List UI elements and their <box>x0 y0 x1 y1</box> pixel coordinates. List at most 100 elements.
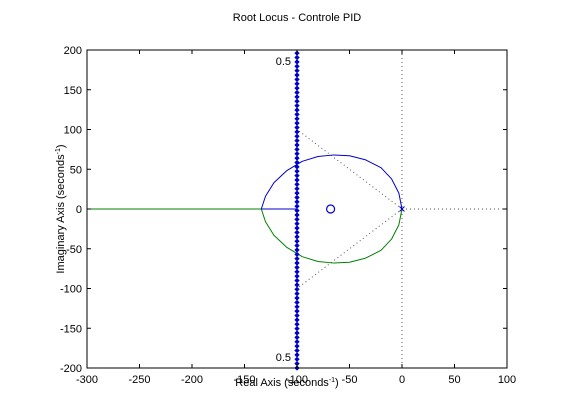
constraint-point <box>294 356 300 363</box>
constraint-point <box>294 229 300 236</box>
constraint-point <box>294 172 300 179</box>
constraint-point <box>294 295 300 301</box>
constraint-point <box>294 194 300 201</box>
constraint-point <box>294 220 300 227</box>
constraint-point <box>294 190 300 196</box>
constraint-point <box>294 277 300 284</box>
constraint-point <box>294 304 300 310</box>
constraint-point <box>294 273 300 279</box>
dotted-guides <box>296 50 507 368</box>
damping-annotation-0: 0.5 <box>276 56 291 68</box>
x-tick-label: -50 <box>342 374 358 386</box>
constraint-point <box>294 76 300 83</box>
constraint-point <box>294 89 300 96</box>
x-tick-label: 0 <box>399 374 405 386</box>
constraint-point <box>294 133 300 140</box>
constraint-point <box>294 238 300 244</box>
constraint-point <box>294 124 300 131</box>
constraint-point <box>294 94 300 100</box>
x-tick-label: -300 <box>76 374 98 386</box>
y-tick-label: -150 <box>60 323 82 335</box>
constraint-point <box>294 242 300 249</box>
constraint-point <box>294 150 300 157</box>
constraint-point <box>294 142 300 148</box>
constraint-point <box>294 334 300 341</box>
constraint-point <box>294 54 300 61</box>
constraint-point <box>294 339 300 345</box>
constraint-point <box>294 207 300 214</box>
constraint-point <box>294 72 300 78</box>
constraint-point <box>294 129 300 135</box>
constraint-point <box>294 225 300 231</box>
constraint-point <box>294 155 300 161</box>
x-tick-label: -150 <box>233 374 255 386</box>
constraint-point <box>294 181 300 188</box>
constraint-point <box>294 63 300 70</box>
constraint-point <box>294 107 300 113</box>
constraint-point <box>294 67 300 74</box>
damping-annotation-1: 0.5 <box>276 352 291 364</box>
y-tick-label: 100 <box>64 125 82 137</box>
y-tick-label: -100 <box>60 284 82 296</box>
constraint-point <box>294 177 300 183</box>
constraint-point <box>294 308 300 314</box>
constraint-point <box>294 286 300 293</box>
locus-branch-lower-1 <box>260 208 403 264</box>
constraint-point <box>294 330 300 336</box>
constraint-point <box>294 199 300 205</box>
y-tick-label: 0 <box>76 204 82 216</box>
x-tick-label: -100 <box>286 374 308 386</box>
constraint-point <box>294 352 300 358</box>
constraint-point <box>294 325 300 332</box>
constraint-point <box>294 85 300 91</box>
constraint-point <box>294 321 300 328</box>
x-tick-label: 100 <box>498 374 516 386</box>
constraint-point <box>294 282 300 288</box>
constraint-point <box>294 299 300 306</box>
constraint-point <box>294 347 300 354</box>
x-axis-label: Real Axis (seconds-1) <box>235 377 338 389</box>
constraint-point <box>294 59 300 65</box>
constraint-point <box>294 290 300 297</box>
constraint-point <box>294 317 300 323</box>
constraint-point <box>294 251 300 258</box>
constraint-point <box>294 164 300 170</box>
chart-title: Root Locus - Controle PID <box>233 12 361 24</box>
constraint-point <box>294 116 300 122</box>
constraint-point <box>294 111 300 118</box>
locus-branch-upper-0 <box>260 154 403 210</box>
constraint-point <box>294 343 300 349</box>
constraint-point <box>294 98 300 105</box>
pole-marker-b-0 <box>399 206 405 212</box>
x-tick-label: 50 <box>448 374 460 386</box>
constraint-point <box>294 264 300 271</box>
constraint-point <box>294 102 300 109</box>
constraint-point <box>294 168 300 174</box>
y-tick-label: 150 <box>64 85 82 97</box>
constraint-point <box>294 120 300 126</box>
constraint-point <box>294 203 300 209</box>
y-tick-label: 50 <box>70 164 82 176</box>
y-tick-label: 200 <box>64 45 82 57</box>
y-axis-label: Imaginary Axis (seconds-1) <box>55 144 67 273</box>
constraint-point <box>294 216 300 223</box>
constraint-point <box>294 81 300 87</box>
x-tick-label: -200 <box>181 374 203 386</box>
constraint-point <box>294 260 300 266</box>
constraint-point <box>294 234 300 240</box>
constraint-point <box>294 159 300 166</box>
series-layer <box>87 154 403 264</box>
x-tick-label: -250 <box>128 374 150 386</box>
constraint-point <box>294 312 300 319</box>
ticks <box>86 49 508 369</box>
constraint-points <box>294 50 300 371</box>
zero-marker-0 <box>326 204 336 214</box>
constraint-point <box>294 146 300 153</box>
constraint-point <box>294 255 300 262</box>
y-tick-label: -50 <box>66 244 82 256</box>
constraint-point <box>294 185 300 192</box>
constraint-point <box>294 137 300 144</box>
y-tick-label: -200 <box>60 363 82 375</box>
